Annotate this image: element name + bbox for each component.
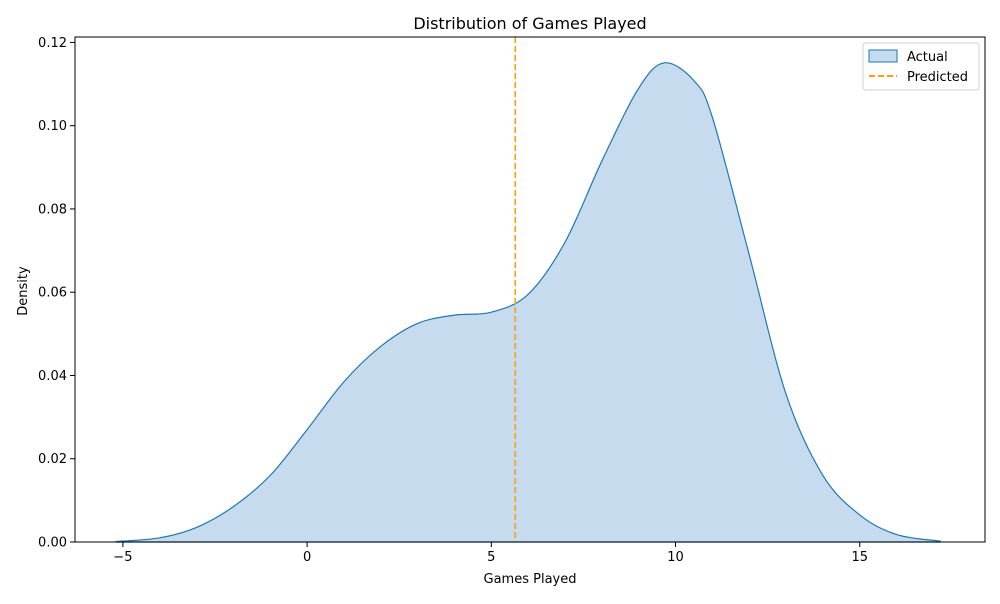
legend: Actual Predicted <box>862 42 980 91</box>
y-tick-label: 0.06 <box>38 286 67 301</box>
y-tick-label: 0.04 <box>38 369 67 384</box>
x-tick-label: 15 <box>851 550 868 565</box>
plot-layer: −5 0 5 10 15 0.00 0.02 0.04 0.06 0.08 0.10 0.12 <box>38 36 986 565</box>
y-tick-label: 0.12 <box>38 36 67 51</box>
y-tick-label: 0.10 <box>38 119 67 134</box>
y-axis-label: Density <box>16 266 31 316</box>
legend-predicted-label: Predicted <box>907 70 968 85</box>
plot-frame <box>74 36 986 543</box>
actual-density-area <box>115 62 941 542</box>
legend-actual-swatch <box>868 49 898 63</box>
x-tick-label: −5 <box>113 550 132 565</box>
legend-actual-label: Actual <box>907 50 948 65</box>
x-tick-label: 10 <box>667 550 684 565</box>
chart-title: Distribution of Games Played <box>413 14 646 33</box>
y-tick-label: 0.02 <box>38 452 67 467</box>
y-tick-label: 0.08 <box>38 202 67 217</box>
y-tick-label: 0.00 <box>38 536 67 551</box>
actual-density-line <box>115 62 941 543</box>
x-tick-label: 5 <box>487 550 495 565</box>
x-axis-label: Games Played <box>484 572 577 587</box>
x-tick-label: 0 <box>303 550 311 565</box>
